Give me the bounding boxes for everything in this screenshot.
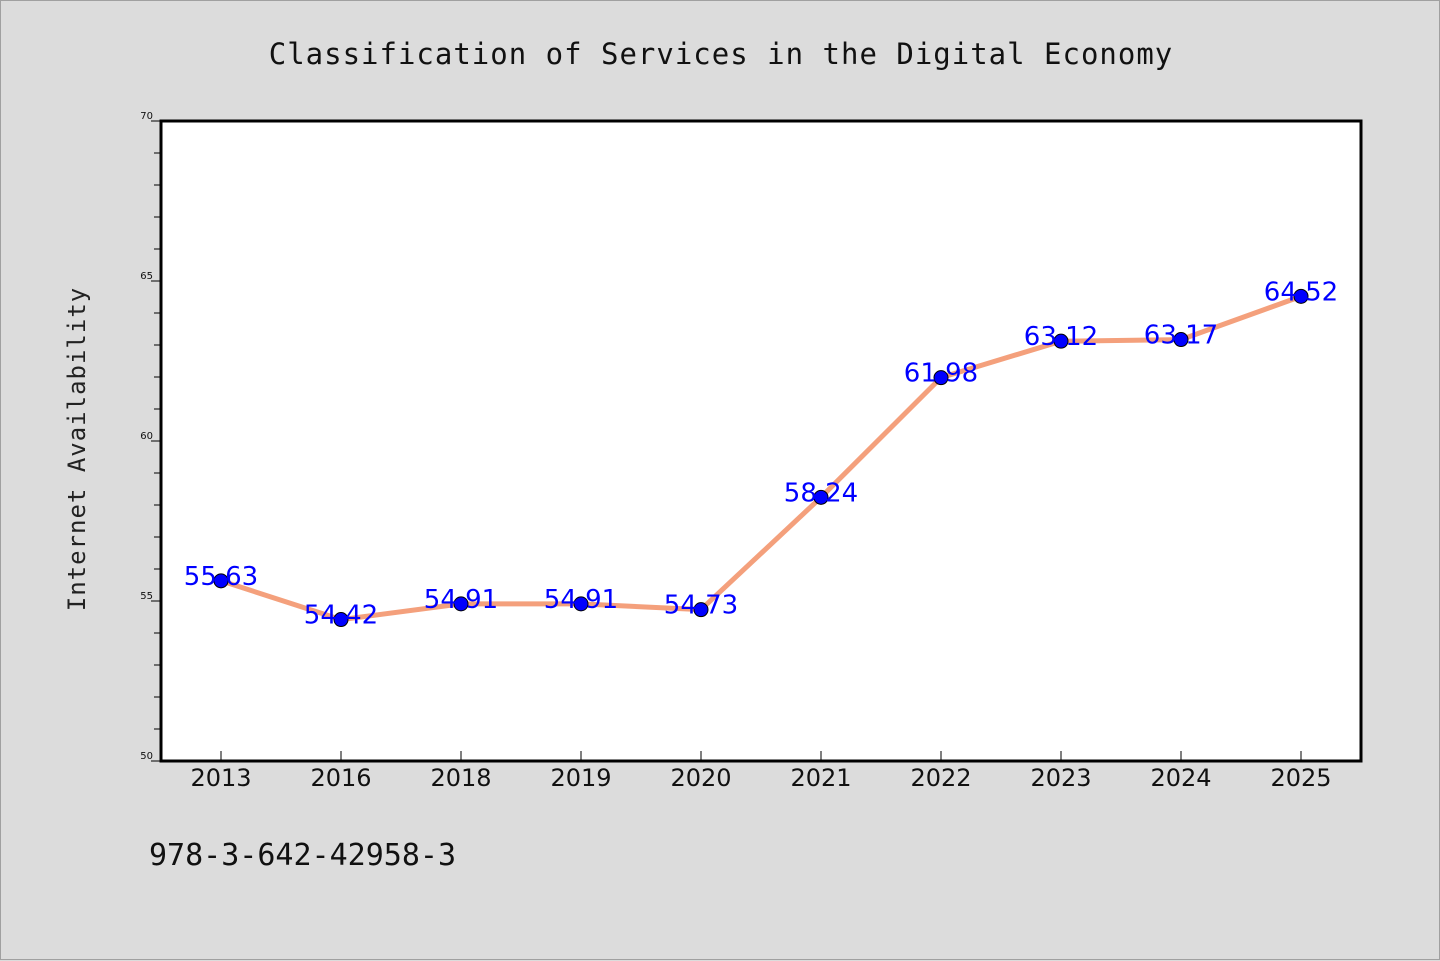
data-point [1053,333,1069,349]
x-tick-label: 2013 [190,764,251,792]
footer-code: 978-3-642-42958-3 [149,838,456,873]
plot-area [159,119,1363,763]
data-label: 54.91 [424,585,498,615]
data-point [933,370,949,386]
x-tick-label: 2022 [910,764,971,792]
series-line [218,293,1304,623]
data-point [573,596,589,612]
data-point [1173,332,1189,348]
x-tick-label: 2016 [310,764,371,792]
x-tick-label: 2023 [1030,764,1091,792]
x-tick-label: 2024 [1150,764,1211,792]
x-tick-label: 2020 [670,764,731,792]
data-point [1293,288,1309,304]
x-tick-label: 2019 [550,764,611,792]
data-labels: 55.63 54.42 54.91 54.91 54.73 58.24 61.98 63.12… [184,277,1338,630]
y-tick-label: 70 [140,111,153,122]
data-markers [213,288,1309,628]
x-tick-label: 2018 [430,764,491,792]
data-label: 63.17 [1144,321,1218,351]
x-tick-label: 2025 [1270,764,1331,792]
data-label: 58.24 [784,478,858,508]
y-axis: 50 55 60 65 70 [140,111,161,762]
y-tick-label: 60 [140,431,153,442]
data-point [213,573,229,589]
data-label: 54.42 [304,601,378,631]
data-point [693,602,709,618]
x-tick-label: 2021 [790,764,851,792]
data-label: 54.91 [544,585,618,615]
data-label: 61.98 [904,359,978,389]
chart-title: Classification of Services in the Digita… [269,37,1174,71]
data-label: 54.73 [664,591,738,621]
x-axis: 2013 2016 2018 2019 2020 2021 2022 2023 2024 2025 [190,751,1332,792]
y-tick-label: 50 [140,751,153,762]
data-point [813,489,829,505]
data-point [333,612,349,628]
y-axis-label: Internet Availability [63,287,91,611]
y-tick-label: 55 [140,591,153,602]
data-label: 64.52 [1264,277,1338,307]
y-tick-label: 65 [140,271,153,282]
data-point [453,596,469,612]
data-label: 55.63 [184,562,258,592]
data-label: 63.12 [1024,322,1098,352]
